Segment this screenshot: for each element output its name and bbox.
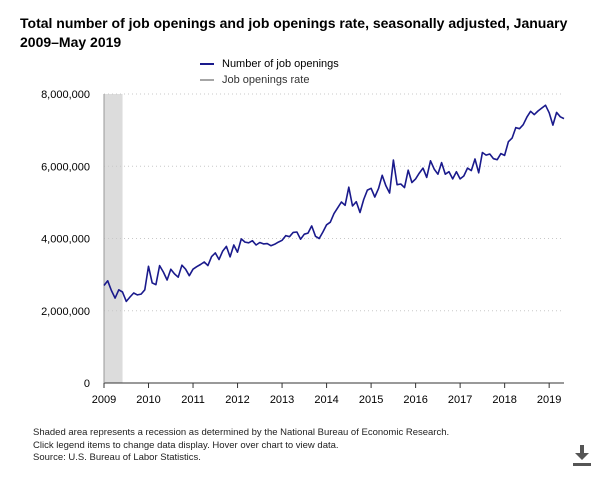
- x-tick-label: 2019: [537, 394, 561, 406]
- chart-title: Total number of job openings and job ope…: [20, 15, 568, 50]
- y-tick-label: 4,000,000: [41, 234, 90, 246]
- x-tick-label: 2018: [492, 394, 516, 406]
- footnotes: Shaded area represents a recession as de…: [33, 427, 449, 465]
- download-icon: [573, 445, 591, 466]
- legend-item-job-openings[interactable]: Number of job openings: [200, 56, 339, 72]
- legend-item-job-openings-rate[interactable]: Job openings rate: [200, 72, 339, 88]
- legend-label-job-openings: Number of job openings: [222, 58, 339, 70]
- x-tick-label: 2010: [136, 394, 160, 406]
- x-tick-label: 2014: [314, 394, 338, 406]
- legend-label-job-openings-rate: Job openings rate: [222, 74, 310, 86]
- download-button[interactable]: [571, 443, 593, 467]
- x-tick-label: 2012: [225, 394, 249, 406]
- x-tick-label: 2015: [359, 394, 383, 406]
- chart-legend: Number of job openings Job openings rate: [200, 56, 339, 88]
- x-tick-label: 2017: [448, 394, 472, 406]
- y-tick-label: 6,000,000: [41, 161, 90, 173]
- x-tick-label: 2011: [181, 394, 205, 406]
- legend-swatch-job-openings-rate: [200, 79, 214, 81]
- x-tick-label: 2016: [403, 394, 427, 406]
- y-tick-label: 2,000,000: [41, 306, 90, 318]
- y-tick-label: 8,000,000: [41, 89, 90, 101]
- x-tick-label: 2013: [270, 394, 294, 406]
- footnote-source: Source: U.S. Bureau of Labor Statistics.: [33, 452, 201, 463]
- series-line-job-openings[interactable]: [103, 104, 565, 303]
- y-tick-label: 0: [84, 378, 90, 390]
- x-tick-label: 2009: [92, 394, 116, 406]
- footnote-recession: Shaded area represents a recession as de…: [33, 427, 450, 438]
- recession-band: [104, 94, 123, 383]
- footnote-instructions: Click legend items to change data displa…: [33, 439, 339, 451]
- chart-plot[interactable]: 0 2,000,000 4,000,000 6,000,000 8,000,000 200…: [0, 0, 607, 420]
- legend-swatch-job-openings: [200, 63, 214, 65]
